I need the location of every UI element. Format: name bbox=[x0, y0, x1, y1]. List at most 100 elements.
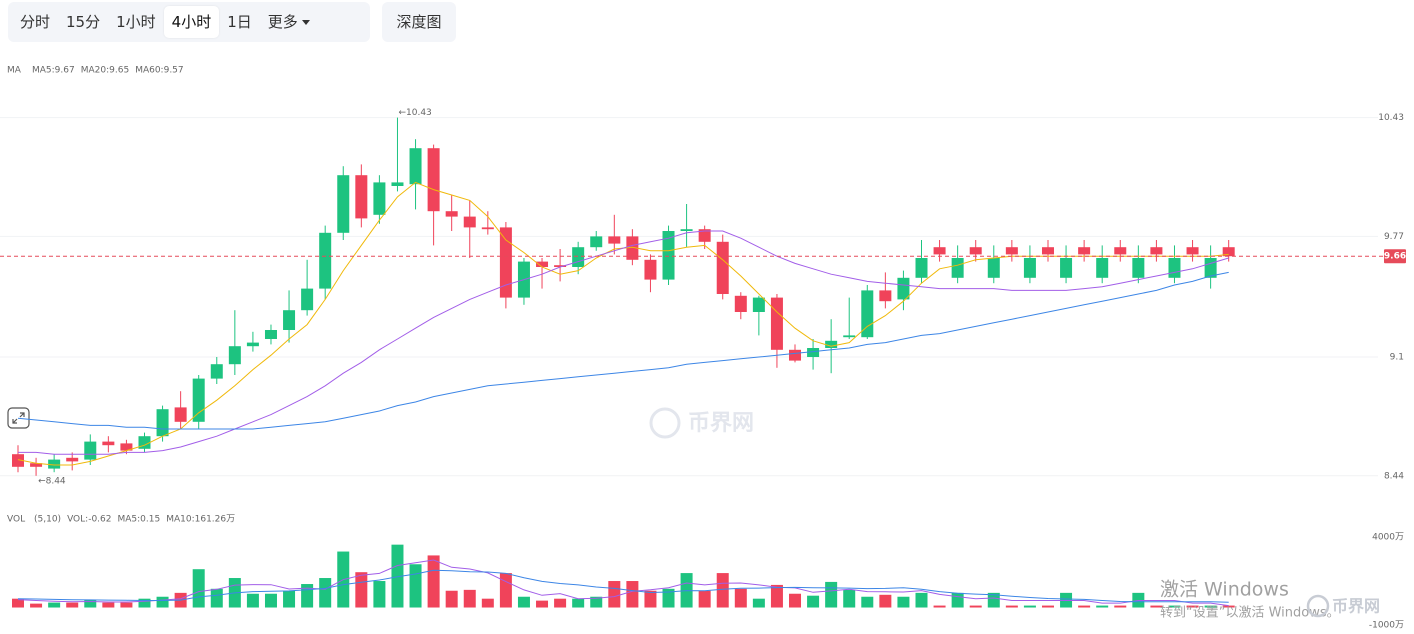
expand-icon bbox=[7, 407, 30, 429]
candle-body bbox=[608, 236, 621, 244]
candle-body bbox=[825, 340, 838, 348]
volume-bar bbox=[897, 596, 910, 608]
volume-bar bbox=[1222, 605, 1235, 608]
interval-tab[interactable]: 分时 bbox=[20, 13, 51, 31]
candle-body bbox=[933, 247, 946, 255]
volume-bar bbox=[264, 593, 277, 608]
watermark-icon bbox=[649, 407, 681, 439]
candle-body bbox=[536, 261, 549, 267]
interval-tab[interactable]: 4小时 bbox=[163, 6, 220, 38]
candle-body bbox=[897, 277, 910, 300]
candle-body bbox=[1186, 247, 1199, 255]
candle-body bbox=[951, 258, 964, 278]
candle-body bbox=[120, 443, 133, 451]
candle-body bbox=[48, 459, 61, 469]
candle-body bbox=[807, 348, 820, 357]
more-tab[interactable]: 更多 bbox=[267, 13, 298, 31]
candle-body bbox=[138, 436, 151, 449]
volume-bar bbox=[481, 598, 494, 608]
volume-bar bbox=[590, 596, 603, 608]
candle-body bbox=[789, 349, 802, 361]
interval-tab[interactable]: 15分 bbox=[66, 13, 101, 31]
ma-line bbox=[17, 181, 1229, 466]
ma-line bbox=[17, 271, 1229, 430]
volume-bar bbox=[644, 590, 657, 608]
volume-bar bbox=[174, 592, 187, 608]
caret bbox=[301, 20, 310, 29]
volume-bar bbox=[626, 581, 639, 608]
candle-body bbox=[1023, 258, 1036, 278]
volume-bar bbox=[716, 573, 729, 608]
legend-entry: MA5:9.67 bbox=[32, 66, 75, 76]
volume-bar bbox=[807, 595, 820, 608]
volume-bar bbox=[409, 564, 422, 608]
candle-body bbox=[192, 378, 205, 422]
interval-tab[interactable]: 1小时 bbox=[116, 13, 156, 31]
volume-bar bbox=[12, 598, 24, 608]
candle-body bbox=[445, 211, 458, 217]
y-tick-label: -1000万 bbox=[1369, 621, 1404, 631]
volume-bar bbox=[228, 578, 241, 608]
corner-logo-icon bbox=[1306, 594, 1330, 618]
volume-bar bbox=[1204, 605, 1217, 608]
y-tick-label: 10.43 bbox=[1378, 113, 1404, 123]
candle-body bbox=[301, 288, 314, 311]
volume-bar bbox=[752, 598, 765, 608]
volume-bar bbox=[102, 602, 115, 608]
volume-bar bbox=[572, 598, 585, 608]
volume-bar bbox=[1114, 605, 1127, 608]
volume-bar bbox=[30, 603, 43, 608]
candle-body bbox=[1204, 258, 1217, 278]
y-tick-label: 9.1 bbox=[1390, 353, 1404, 363]
interval-tabs: 分时 15分 1小时 4小时 1日 更多 bbox=[8, 2, 370, 42]
candle-body bbox=[228, 346, 241, 365]
volume-bar bbox=[427, 555, 440, 608]
last-price-label: 9.66 bbox=[1384, 252, 1406, 262]
candle-body bbox=[283, 310, 296, 330]
candle-body bbox=[373, 182, 386, 215]
candle-body bbox=[210, 364, 223, 379]
volume-bar bbox=[499, 573, 512, 608]
volume-bar bbox=[66, 602, 79, 608]
candle-body bbox=[174, 407, 187, 422]
candle-body bbox=[554, 265, 567, 267]
candle-body bbox=[590, 236, 603, 248]
candle-body bbox=[680, 229, 693, 231]
volume-bar bbox=[301, 584, 314, 608]
candle-body bbox=[662, 231, 675, 280]
candle-body bbox=[337, 175, 350, 233]
volume-bar bbox=[1078, 605, 1091, 608]
volume-bar bbox=[192, 569, 205, 608]
watermark: 币界网 bbox=[688, 411, 754, 436]
candle-body bbox=[1078, 247, 1091, 255]
ma-line bbox=[18, 230, 1229, 455]
candle-body bbox=[1168, 258, 1181, 278]
candle-body bbox=[463, 216, 476, 228]
candle-body bbox=[499, 227, 512, 298]
corner-logo: 币界网 bbox=[1332, 597, 1380, 616]
candle-body bbox=[102, 441, 115, 446]
candle-body bbox=[66, 457, 79, 462]
candle-body bbox=[1132, 258, 1145, 278]
volume-bar bbox=[1132, 592, 1145, 608]
y-tick-label: 8.44 bbox=[1384, 471, 1404, 481]
volume-bar bbox=[608, 581, 621, 608]
candle-body bbox=[319, 232, 332, 289]
candle-body bbox=[481, 227, 494, 230]
legend-entry: MA10:161.26万 bbox=[166, 515, 235, 525]
volume-bar bbox=[48, 602, 61, 608]
depth-tab[interactable]: 深度图 bbox=[396, 13, 442, 31]
volume-bar bbox=[1023, 605, 1036, 608]
candle-body bbox=[987, 258, 1000, 278]
candle-body bbox=[752, 297, 765, 312]
interval-tab[interactable]: 1日 bbox=[227, 13, 252, 31]
volume-bar bbox=[84, 599, 97, 608]
legend-params: (5,10) bbox=[34, 515, 61, 525]
volume-bar bbox=[536, 600, 549, 608]
low-annotation: ←8.44 bbox=[38, 476, 66, 486]
volume-bar bbox=[1060, 592, 1073, 608]
legend-entry: MA20:9.65 bbox=[81, 66, 129, 76]
volume-bar bbox=[517, 596, 530, 608]
volume-bar bbox=[879, 594, 892, 608]
